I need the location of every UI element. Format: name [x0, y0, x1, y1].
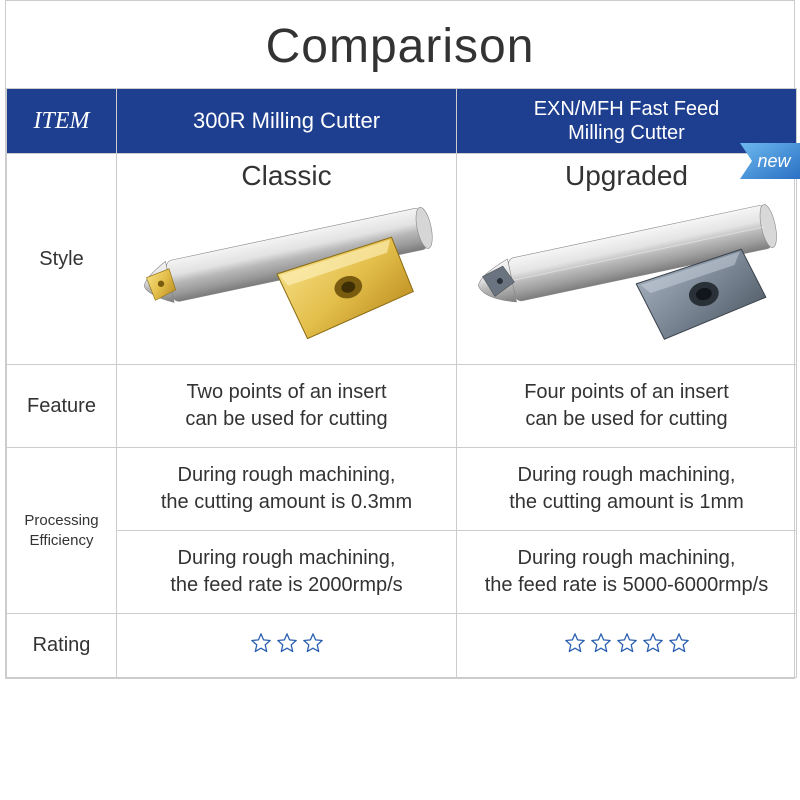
star-icon: [590, 632, 612, 654]
page-title: Comparison: [6, 1, 794, 88]
star-icon: [302, 632, 324, 654]
tool-classic-illustration: [127, 196, 447, 356]
header-col2-line1: EXN/MFH Fast Feed: [534, 98, 720, 120]
row-feature: Feature Two points of an insert can be u…: [7, 365, 797, 448]
table-header: ITEM 300R Milling Cutter EXN/MFH Fast Fe…: [7, 89, 797, 154]
cell-rating-col2: [457, 614, 797, 678]
label-style: Style: [7, 154, 117, 365]
row-style: Style Classic: [7, 154, 797, 365]
header-col2-line2: Milling Cutter: [568, 122, 685, 144]
comparison-table: ITEM 300R Milling Cutter EXN/MFH Fast Fe…: [6, 88, 797, 678]
row-rating: Rating: [7, 614, 797, 678]
star-icon: [668, 632, 690, 654]
cell-feature-col1: Two points of an insert can be used for …: [117, 365, 457, 448]
label-feature: Feature: [7, 365, 117, 448]
cell-eff2-col1: During rough machining, the feed rate is…: [117, 531, 457, 614]
star-icon: [616, 632, 638, 654]
cell-style-col1: Classic: [117, 154, 457, 365]
star-icon: [642, 632, 664, 654]
header-item: ITEM: [7, 89, 117, 154]
rating-stars-col1: [250, 632, 324, 654]
star-icon: [564, 632, 586, 654]
comparison-card: Comparison ITEM 300R Milling Cutter EXN/…: [5, 0, 795, 679]
cell-style-col2: Upgraded: [457, 154, 797, 365]
cell-eff1-col2: During rough machining, the cutting amou…: [457, 448, 797, 531]
rating-stars-col2: [564, 632, 690, 654]
star-icon: [250, 632, 272, 654]
tool-upgraded-illustration: [467, 196, 787, 356]
cell-eff1-col1: During rough machining, the cutting amou…: [117, 448, 457, 531]
label-processing: Processing Efficiency: [7, 448, 117, 614]
label-rating: Rating: [7, 614, 117, 678]
row-efficiency-1: Processing Efficiency During rough machi…: [7, 448, 797, 531]
header-col1: 300R Milling Cutter: [117, 89, 457, 154]
header-col2: EXN/MFH Fast Feed Milling Cutter ne: [457, 89, 797, 154]
cell-eff2-col2: During rough machining, the feed rate is…: [457, 531, 797, 614]
cell-rating-col1: [117, 614, 457, 678]
star-icon: [276, 632, 298, 654]
style-caption-col1: Classic: [123, 160, 450, 192]
style-caption-col2: Upgraded: [463, 160, 790, 192]
row-efficiency-2: During rough machining, the feed rate is…: [7, 531, 797, 614]
cell-feature-col2: Four points of an insert can be used for…: [457, 365, 797, 448]
